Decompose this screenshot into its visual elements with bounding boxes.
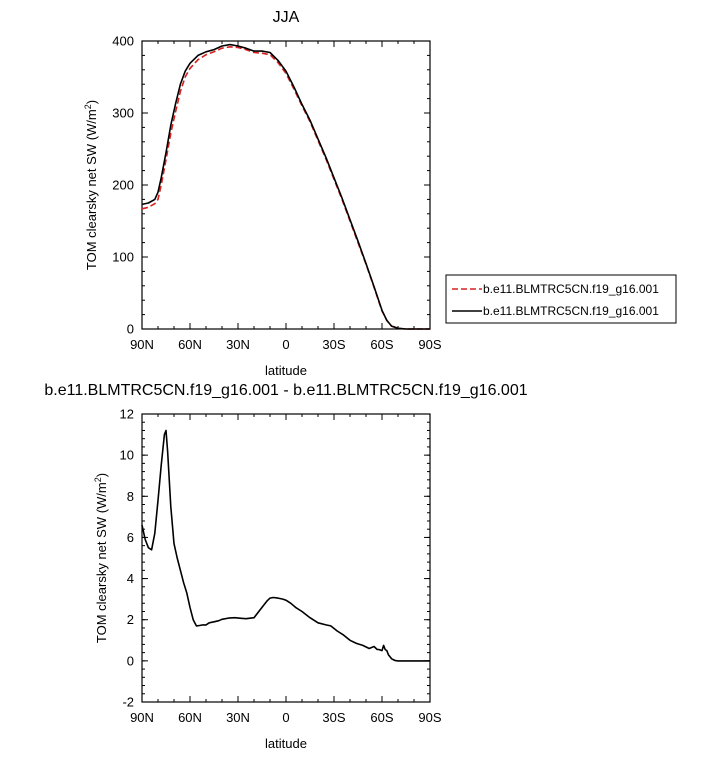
top-plot-frame xyxy=(141,40,431,330)
top-series-group xyxy=(141,43,430,330)
x-tick-label: 30S xyxy=(322,710,345,725)
bottom-x-axis-label: latitude xyxy=(265,736,307,751)
bottom-y-axis: -2 0 2 4 6 8 10 12 xyxy=(120,407,430,710)
y-tick-label: 8 xyxy=(127,489,134,504)
y-tick-label: 12 xyxy=(120,407,134,422)
bottom-series-group xyxy=(141,429,430,662)
y-tick-label: 0 xyxy=(127,322,134,337)
y-tick-label: 400 xyxy=(112,34,134,49)
y-tick-label: 6 xyxy=(127,530,134,545)
x-tick-label: 30N xyxy=(226,710,250,725)
top-y-axis-label: TOM clearsky net SW (W/m2) xyxy=(83,100,99,270)
y-tick-label: 300 xyxy=(112,106,134,121)
bottom-plot-frame xyxy=(141,413,431,703)
x-tick-label: 30N xyxy=(226,337,250,352)
x-tick-label: 60N xyxy=(178,337,202,352)
top-x-axis: 90N 60N 30N 0 30S 60S 90S xyxy=(130,41,442,352)
x-tick-label: 60N xyxy=(178,710,202,725)
y-tick-label: 10 xyxy=(120,448,134,463)
top-panel: JJA 90N 60N 30N 0 30S 60S 90S 0 100 200 300 400 la… xyxy=(83,9,442,378)
y-tick-label: 4 xyxy=(127,571,134,586)
bottom-panel: b.e11.BLMTRC5CN.f19_g16.001 - b.e11.BLMT… xyxy=(44,382,527,751)
x-tick-label: 90S xyxy=(418,710,441,725)
y-tick-label: 200 xyxy=(112,178,134,193)
legend-entry-1: b.e11.BLMTRC5CN.f19_g16.001 xyxy=(483,282,659,296)
x-tick-label: 60S xyxy=(370,337,393,352)
y-tick-label: -2 xyxy=(122,695,134,710)
y-tick-label: 2 xyxy=(127,612,134,627)
x-tick-label: 0 xyxy=(282,337,289,352)
y-tick-label: 100 xyxy=(112,250,134,265)
bottom-chart-title: b.e11.BLMTRC5CN.f19_g16.001 - b.e11.BLMT… xyxy=(44,382,527,399)
y-tick-label: 0 xyxy=(127,653,134,668)
series-line-1 xyxy=(141,45,430,330)
top-chart-title: JJA xyxy=(273,9,300,26)
x-tick-label: 0 xyxy=(282,710,289,725)
bottom-y-axis-label: TOM clearsky net SW (W/m2) xyxy=(93,473,109,643)
bottom-x-axis: 90N 60N 30N 0 30S 60S 90S xyxy=(130,414,442,725)
legend-box xyxy=(445,274,677,324)
series-line-1 xyxy=(141,429,430,662)
series-line-2 xyxy=(141,43,430,330)
top-x-axis-label: latitude xyxy=(265,363,307,378)
x-tick-label: 90N xyxy=(130,337,154,352)
legend: b.e11.BLMTRC5CN.f19_g16.001 b.e11.BLMTRC… xyxy=(445,274,677,324)
x-tick-label: 60S xyxy=(370,710,393,725)
x-tick-label: 90S xyxy=(418,337,441,352)
x-tick-label: 90N xyxy=(130,710,154,725)
x-tick-label: 30S xyxy=(322,337,345,352)
legend-entry-2: b.e11.BLMTRC5CN.f19_g16.001 xyxy=(483,304,659,318)
top-y-axis: 0 100 200 300 400 xyxy=(112,34,430,337)
